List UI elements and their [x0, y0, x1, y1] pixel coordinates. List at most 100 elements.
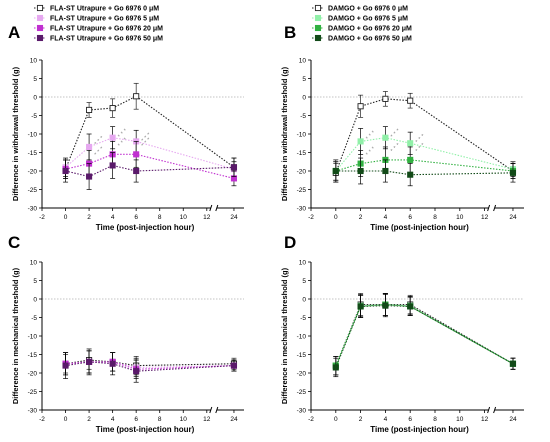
data-point: [230, 362, 238, 369]
x-tick-label: 10: [456, 416, 464, 423]
y-tick-label: -20: [297, 169, 307, 176]
y-tick-label: -20: [28, 371, 38, 378]
y-tick-label: -10: [28, 132, 38, 139]
x-axis-label: Time (post-injection hour): [370, 223, 469, 232]
x-tick-label: 2: [359, 416, 363, 423]
x-tick-label: 8: [433, 416, 437, 423]
y-tick-label: -25: [28, 187, 38, 194]
x-tick-label: 24: [509, 416, 517, 423]
series-line: [65, 164, 234, 178]
y-tick-label: -5: [300, 315, 306, 322]
data-point: [407, 156, 414, 163]
significance-star: *: [396, 129, 399, 135]
x-tick-label: 24: [230, 214, 238, 221]
data-point: [109, 162, 116, 169]
y-tick-label: 0: [302, 95, 306, 102]
x-tick-label: 10: [180, 214, 188, 221]
x-axis-label: Time (post-injection hour): [96, 223, 195, 232]
x-tick-label: 4: [384, 416, 388, 423]
data-point: [332, 364, 339, 371]
legend-marker: [314, 14, 322, 22]
significance-star: *: [141, 138, 144, 144]
y-tick-label: -30: [28, 206, 38, 213]
y-axis-label: Difference in mechanical threshold (g): [280, 267, 289, 404]
y-tick-label: -30: [297, 408, 307, 415]
x-axis-label: Time (post-injection hour): [96, 425, 195, 434]
x-tick-label: 24: [230, 416, 238, 423]
significance-star: *: [144, 140, 147, 146]
y-tick-label: 10: [30, 58, 38, 65]
x-tick-label: 8: [158, 416, 162, 423]
significance-star: *: [390, 135, 393, 141]
significance-star: *: [369, 150, 372, 156]
significance-star: *: [147, 132, 150, 138]
x-tick-label: 24: [509, 214, 517, 221]
significance-star: *: [415, 140, 418, 146]
significance-star: *: [147, 137, 150, 143]
legend-marker: [314, 34, 322, 42]
significance-star: *: [100, 147, 103, 153]
axis-break-mark: [487, 204, 491, 212]
series-line: [335, 170, 513, 176]
y-tick-label: -15: [297, 150, 307, 157]
data-point: [133, 151, 140, 158]
axis-break-mark: [209, 204, 213, 212]
legend-marker: [36, 34, 44, 42]
data-point: [407, 303, 414, 310]
x-tick-label: -2: [308, 214, 314, 221]
significance-star: *: [418, 146, 421, 152]
legend-label: DAMGO + Go 6976 50 μM: [328, 36, 412, 43]
x-tick-label: 6: [134, 416, 138, 423]
data-point: [332, 167, 339, 175]
significance-star: *: [390, 149, 393, 155]
data-point: [407, 140, 414, 147]
data-point: [133, 167, 140, 175]
y-tick-label: -15: [297, 352, 307, 359]
data-point: [109, 360, 116, 367]
series-line: [335, 303, 514, 366]
significance-star: *: [124, 129, 127, 135]
data-point: [357, 103, 364, 110]
significance-star: *: [421, 143, 424, 149]
panel-letter: B: [284, 23, 296, 42]
significance-star: *: [144, 135, 147, 141]
y-axis-label: Difference in mechanical threshold (g): [11, 267, 20, 404]
axis-break-mark: [493, 204, 497, 212]
data-point: [382, 95, 389, 102]
x-tick-label: 0: [64, 214, 68, 221]
series-line: [65, 137, 235, 170]
y-tick-label: 0: [33, 297, 37, 304]
series-3: [332, 157, 517, 187]
y-tick-label: -30: [28, 408, 38, 415]
x-tick-label: 6: [408, 416, 412, 423]
legend-marker: [36, 4, 44, 12]
y-tick-label: 5: [302, 76, 306, 83]
significance-star: *: [418, 137, 421, 143]
x-tick-label: 2: [87, 416, 91, 423]
panel-letter: D: [284, 233, 296, 252]
axis-break-mark: [487, 406, 491, 414]
data-point: [109, 105, 116, 112]
y-tick-label: -5: [300, 113, 306, 120]
x-tick-label: -2: [39, 416, 45, 423]
data-point: [509, 360, 517, 367]
y-tick-label: -15: [28, 150, 38, 157]
significance-star: *: [118, 135, 121, 141]
y-tick-label: 10: [30, 260, 38, 267]
significance-star: *: [124, 137, 127, 143]
axis-break-mark: [493, 406, 497, 414]
series-line: [65, 359, 234, 367]
y-tick-label: -25: [297, 187, 307, 194]
data-point: [109, 134, 116, 141]
legend-label: DAMGO + Go 6976 0 μM: [328, 6, 408, 13]
significance-star: *: [372, 147, 375, 153]
y-tick-label: 0: [33, 95, 37, 102]
legend-marker: [36, 24, 44, 32]
series-3: [62, 152, 238, 190]
y-tick-label: 5: [33, 278, 37, 285]
y-tick-label: -25: [28, 389, 38, 396]
x-tick-label: -2: [39, 214, 45, 221]
y-tick-label: -20: [297, 371, 307, 378]
